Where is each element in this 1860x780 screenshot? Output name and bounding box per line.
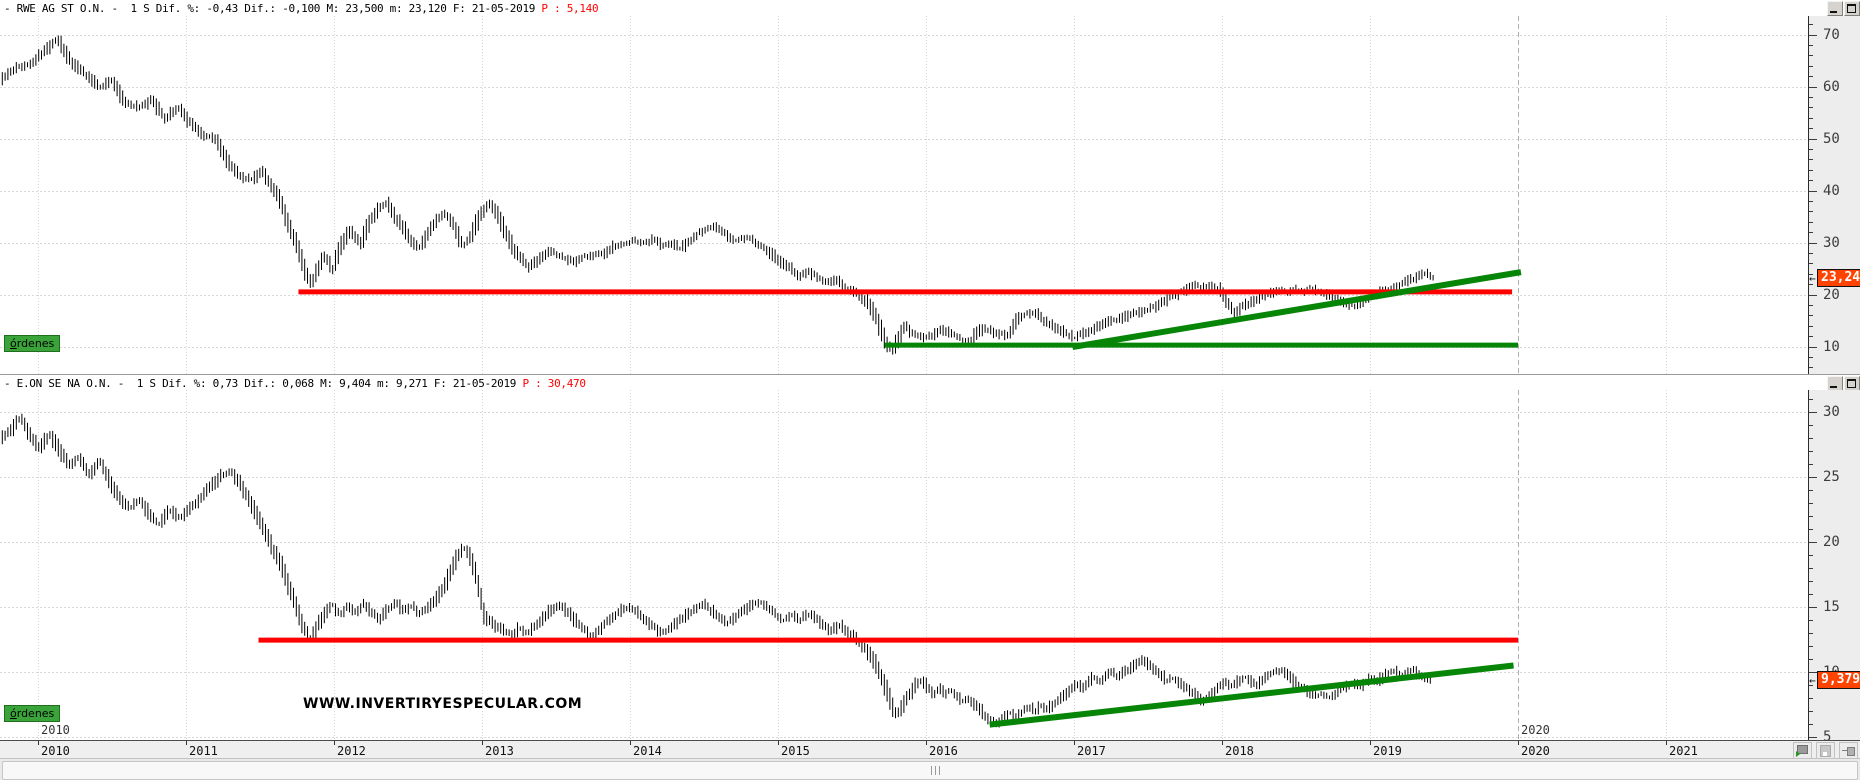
last-price-value: 23,24 <box>1817 269 1860 287</box>
window-buttons-eon <box>1826 376 1860 391</box>
maximize-icon <box>1847 379 1856 388</box>
chart-export-icon[interactable] <box>1793 742 1812 759</box>
x-axis-year-label: 2018 <box>1225 744 1254 758</box>
x-axis-year-label: 2019 <box>1373 744 1402 758</box>
x-axis-year-label: 2012 <box>337 744 366 758</box>
y-axis-label: 15 <box>1823 599 1840 615</box>
price-series <box>0 35 1434 355</box>
rising-trendline[interactable] <box>1072 269 1522 350</box>
left-arrow-icon: ← <box>1809 271 1816 285</box>
last-price-value: 9,379 <box>1817 671 1860 689</box>
chart-canvas[interactable] <box>0 390 1808 740</box>
y-axis-label: 30 <box>1823 404 1840 420</box>
y-axis-label: 20 <box>1823 287 1840 303</box>
scrollbar-thumb[interactable] <box>2 761 1858 780</box>
maximize-icon <box>1847 4 1856 13</box>
orders-button-eon[interactable]: órdenes <box>4 705 61 722</box>
y-axis-label: 5 <box>1823 729 1832 745</box>
x-axis-year-label: 2010 <box>41 744 70 758</box>
trend-overlays <box>258 637 1518 728</box>
chart-canvas[interactable] <box>0 16 1808 374</box>
x-axis-year-label: 2016 <box>929 744 958 758</box>
pane-title-last-rwe: P : 5,140 <box>541 1 599 15</box>
rising-trendline[interactable] <box>989 662 1514 728</box>
y-axis-label: 30 <box>1823 235 1840 251</box>
pane-titlebar-eon: - E.ON SE NA O.N. - 1 S Dif. %: 0,73 Dif… <box>0 374 1860 392</box>
left-arrow-icon: ← <box>1809 673 1816 687</box>
time-axis[interactable]: 2010 2011 2012 2013 2014 2015 2016 2017 2018 2019… <box>0 740 1860 759</box>
y-axis-label: 60 <box>1823 79 1840 95</box>
inner-year-label-2020: 2020 <box>1521 723 1550 737</box>
x-axis-year-label: 2015 <box>781 744 810 758</box>
x-axis-year-label: 2011 <box>189 744 218 758</box>
pane-titlebar-rwe: - RWE AG ST O.N. - 1 S Dif. %: -0,43 Dif… <box>0 0 1860 17</box>
x-axis-year-label: 2017 <box>1077 744 1106 758</box>
maximize-button-eon[interactable] <box>1844 376 1860 391</box>
minimize-icon <box>1830 386 1837 388</box>
last-price-marker: ← 23,24 <box>1809 269 1860 287</box>
minimize-button-eon[interactable] <box>1827 376 1843 391</box>
orders-button-rwe[interactable]: órdenes <box>4 335 61 352</box>
pin-icon[interactable] <box>1839 742 1858 759</box>
y-axis-label: 10 <box>1823 339 1840 355</box>
y-axis-label: 25 <box>1823 469 1840 485</box>
x-axis-year-label: 2021 <box>1669 744 1698 758</box>
pane-title-rwe: - RWE AG ST O.N. - 1 S Dif. %: -0,43 Dif… <box>4 1 542 15</box>
gridlines <box>0 16 1808 374</box>
x-axis-year-label: 2013 <box>485 744 514 758</box>
y-axis-label: 70 <box>1823 27 1840 43</box>
maximize-button-rwe[interactable] <box>1844 1 1860 16</box>
pane-title-eon: - E.ON SE NA O.N. - 1 S Dif. %: 0,73 Dif… <box>4 376 523 390</box>
minimize-button-rwe[interactable] <box>1827 1 1843 16</box>
price-series <box>0 413 1431 728</box>
last-price-marker: ← 9,379 <box>1809 671 1860 689</box>
horizontal-scrollbar[interactable] <box>0 758 1860 780</box>
chart-plot-eon[interactable] <box>0 390 1808 740</box>
save-icon[interactable] <box>1816 742 1835 759</box>
price-axis-rwe[interactable]: 70 60 50 40 30 20 10 ← 23,24 <box>1808 16 1860 374</box>
trend-overlays <box>298 269 1522 350</box>
gridlines <box>0 390 1808 740</box>
price-axis-eon[interactable]: 30252015105←9,379 <box>1808 390 1860 745</box>
x-axis-year-label: 2020 <box>1521 744 1550 758</box>
axis-toolbar <box>1793 742 1858 759</box>
watermark: WWW.INVERTIRYESPECULAR.COM <box>303 696 583 712</box>
y-axis-label: 40 <box>1823 183 1840 199</box>
x-axis-year-label: 2014 <box>633 744 662 758</box>
minimize-icon <box>1830 11 1837 13</box>
chart-plot-rwe[interactable] <box>0 16 1808 374</box>
pane-title-last-eon: P : 30,470 <box>522 376 586 390</box>
y-axis-label: 50 <box>1823 131 1840 147</box>
window-buttons-rwe <box>1826 1 1860 16</box>
y-axis-label: 20 <box>1823 534 1840 550</box>
inner-year-label-2010: 2010 <box>41 723 70 737</box>
